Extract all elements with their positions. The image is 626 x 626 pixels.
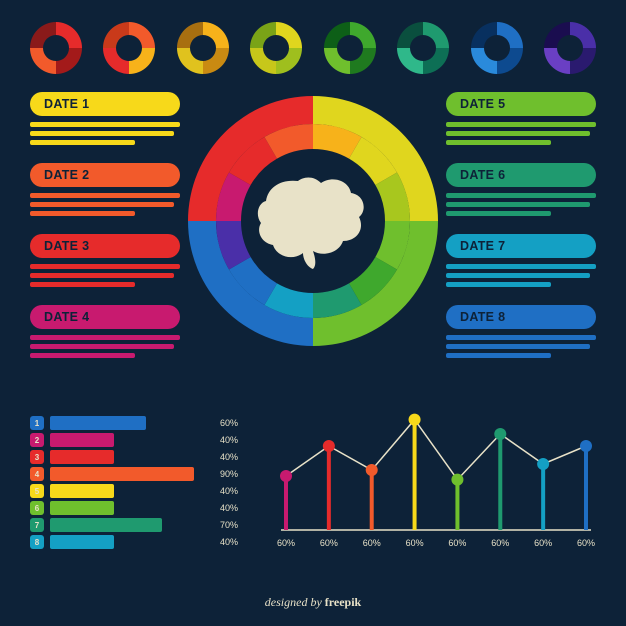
footer-brand: freepik: [325, 595, 361, 609]
date-block: DATE 6: [446, 163, 596, 216]
left-date-column: DATE 1 DATE 2 DATE 3 DATE 4: [30, 92, 180, 376]
center-ring: [188, 96, 438, 346]
hbar-index: 1: [30, 416, 44, 430]
hbar-fill: [50, 501, 114, 515]
svg-text:60%: 60%: [577, 538, 595, 548]
text-lines: [30, 335, 180, 358]
hbar-fill: [50, 467, 194, 481]
text-lines: [446, 335, 596, 358]
date-block: DATE 1: [30, 92, 180, 145]
svg-text:60%: 60%: [277, 538, 295, 548]
brain-icon: [253, 171, 373, 271]
hbar-index: 2: [30, 433, 44, 447]
hbar-value: 40%: [220, 486, 238, 496]
hbar-row: 4 90%: [30, 467, 260, 481]
donut-8: [544, 22, 596, 74]
hbar-fill: [50, 433, 114, 447]
date-block: DATE 2: [30, 163, 180, 216]
date-pill: DATE 4: [30, 305, 180, 329]
donut-row: [30, 22, 596, 74]
hbar-fill: [50, 416, 146, 430]
hbar-index: 7: [30, 518, 44, 532]
footer-prefix: designed by: [265, 595, 325, 609]
hbar-row: 6 40%: [30, 501, 260, 515]
hbar-row: 2 40%: [30, 433, 260, 447]
donut-3: [177, 22, 229, 74]
svg-text:60%: 60%: [406, 538, 424, 548]
hbar-value: 40%: [220, 503, 238, 513]
date-block: DATE 8: [446, 305, 596, 358]
date-pill: DATE 2: [30, 163, 180, 187]
svg-text:60%: 60%: [363, 538, 381, 548]
donut-2: [103, 22, 155, 74]
right-date-column: DATE 5 DATE 6 DATE 7 DATE 8: [446, 92, 596, 376]
attribution: designed by freepik: [0, 595, 626, 610]
svg-text:60%: 60%: [534, 538, 552, 548]
hbar-fill: [50, 535, 114, 549]
hbar-value: 70%: [220, 520, 238, 530]
hbar-index: 6: [30, 501, 44, 515]
hbar-row: 5 40%: [30, 484, 260, 498]
date-pill: DATE 6: [446, 163, 596, 187]
date-block: DATE 4: [30, 305, 180, 358]
hbar-row: 7 70%: [30, 518, 260, 532]
svg-text:60%: 60%: [448, 538, 466, 548]
date-block: DATE 3: [30, 234, 180, 287]
text-lines: [446, 264, 596, 287]
hbar-fill: [50, 518, 162, 532]
text-lines: [446, 122, 596, 145]
donut-6: [397, 22, 449, 74]
date-pill: DATE 1: [30, 92, 180, 116]
date-pill: DATE 7: [446, 234, 596, 258]
text-lines: [30, 122, 180, 145]
hbar-value: 60%: [220, 418, 238, 428]
date-block: DATE 7: [446, 234, 596, 287]
hbar-value: 90%: [220, 469, 238, 479]
hbar-row: 1 60%: [30, 416, 260, 430]
donut-4: [250, 22, 302, 74]
hbar-index: 3: [30, 450, 44, 464]
lollipop-chart: 60% 60% 60% 60% 60% 60% 60% 60%: [276, 400, 596, 560]
text-lines: [30, 193, 180, 216]
hbar-value: 40%: [220, 435, 238, 445]
date-block: DATE 5: [446, 92, 596, 145]
hbar-fill: [50, 450, 114, 464]
svg-text:60%: 60%: [491, 538, 509, 548]
hbar-index: 4: [30, 467, 44, 481]
donut-5: [324, 22, 376, 74]
hbar-index: 8: [30, 535, 44, 549]
hbar-row: 8 40%: [30, 535, 260, 549]
date-pill: DATE 3: [30, 234, 180, 258]
hbar-row: 3 40%: [30, 450, 260, 464]
hbar-fill: [50, 484, 114, 498]
horizontal-bar-chart: 1 60% 2 40% 3 40% 4 90% 5 40% 6 40% 7 70% 8 40%: [30, 416, 260, 552]
svg-text:60%: 60%: [320, 538, 338, 548]
donut-1: [30, 22, 82, 74]
hbar-value: 40%: [220, 537, 238, 547]
text-lines: [446, 193, 596, 216]
hbar-value: 40%: [220, 452, 238, 462]
date-pill: DATE 8: [446, 305, 596, 329]
text-lines: [30, 264, 180, 287]
donut-7: [471, 22, 523, 74]
hbar-index: 5: [30, 484, 44, 498]
date-pill: DATE 5: [446, 92, 596, 116]
